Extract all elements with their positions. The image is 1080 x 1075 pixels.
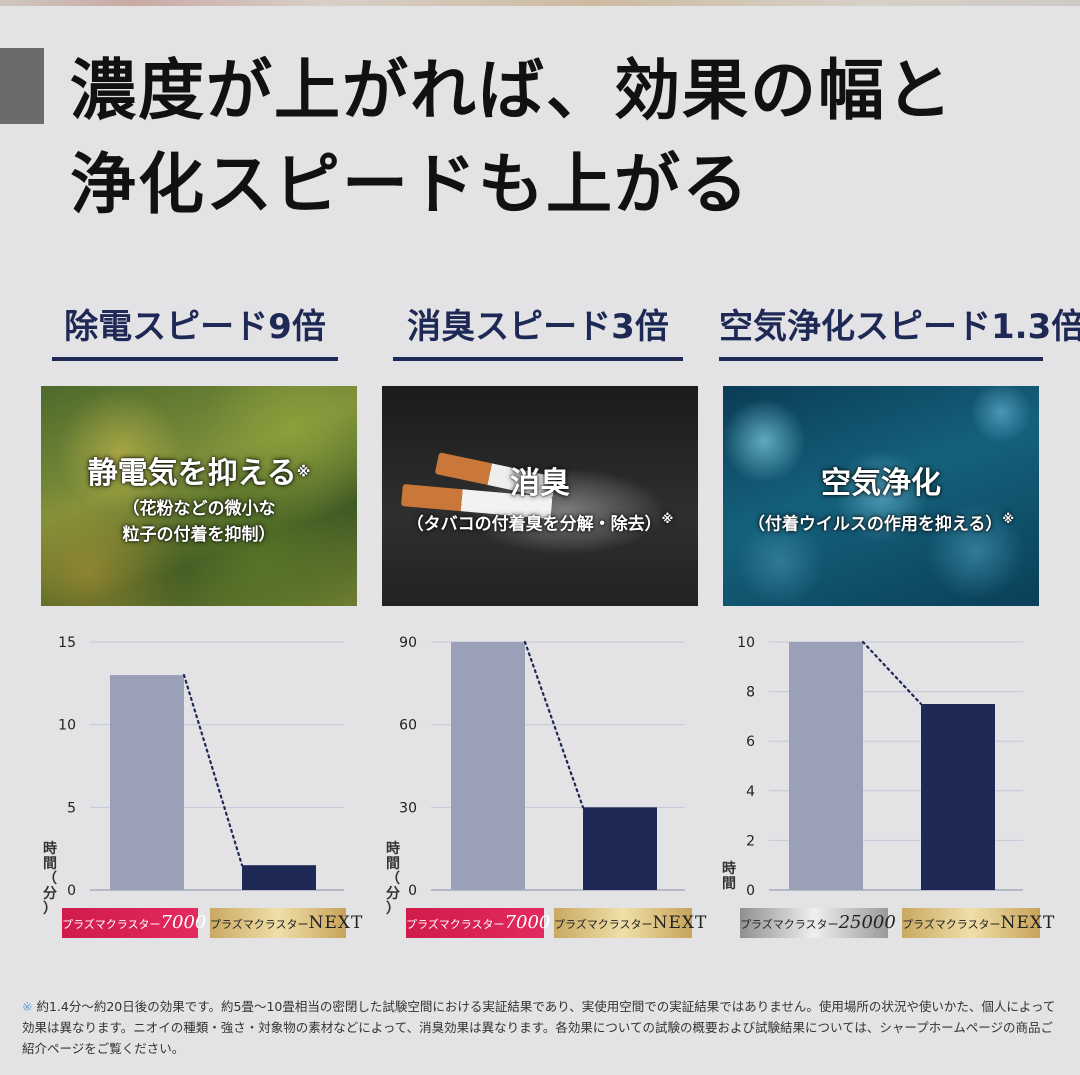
- heading-underline: [719, 357, 1043, 361]
- chart-svg: 0 5 10 15: [58, 635, 344, 899]
- legend-pc25000-number: 25000: [838, 912, 896, 933]
- legend-pc7000-number: 7000: [160, 912, 207, 933]
- legend-pc7000-number: 7000: [504, 912, 551, 933]
- chart-svg: 0 2 4 6 8 10: [737, 635, 1023, 899]
- y-tick-label: 0: [67, 883, 76, 899]
- y-tick-label: 4: [746, 784, 755, 800]
- photo-caption: 消臭: [382, 458, 698, 502]
- title-line-1: 濃度が上がれば、効果の幅と: [70, 52, 954, 129]
- y-tick-label: 6: [746, 734, 755, 750]
- caption-sub: （花粉などの微小な 粒子の付着を抑制）: [41, 496, 357, 548]
- decrease-dotted-line: [861, 640, 923, 706]
- caption-note-mark: ※: [1002, 512, 1015, 526]
- y-tick-label: 8: [746, 685, 755, 701]
- y-tick-label: 10: [737, 635, 755, 651]
- cigarette-ashtray-photo: 消臭 （タバコの付着臭を分解・除去）※: [382, 386, 698, 606]
- caption-sub-line-1: （タバコの付着臭を分解・除去）: [406, 514, 662, 535]
- legend-pcnext: プラズマクラスターNEXT: [210, 908, 362, 938]
- caption-note-mark: ※: [661, 512, 674, 526]
- legend-pc7000: プラズマクラスター7000: [406, 908, 550, 938]
- y-tick-label: 15: [58, 635, 76, 651]
- legend-pc7000: プラズマクラスター7000: [62, 908, 206, 938]
- decrease-dotted-line: [523, 640, 585, 809]
- heading-deodorize: 消臭スピード3倍: [393, 305, 683, 361]
- y-tick-label: 2: [746, 833, 755, 849]
- y-tick-label: 5: [67, 800, 76, 816]
- bar-next-model: [921, 704, 995, 890]
- title-line-2: 浄化スピードも上がる: [70, 146, 750, 223]
- y-tick-label: 0: [746, 883, 755, 899]
- heading-underline: [393, 357, 683, 361]
- title-accent-bar: [0, 48, 44, 124]
- y-tick-label: 10: [58, 718, 76, 734]
- legend-pc7000-prefix: プラズマクラスター: [406, 918, 505, 931]
- y-axis-label: 時間: [722, 861, 736, 892]
- legend-pc25000: プラズマクラスター25000: [740, 908, 896, 938]
- caption-main: 空気浄化: [821, 466, 941, 501]
- chart-deodorize: 0 30 60 90 時間（分）: [363, 626, 703, 917]
- legend-pcnext-prefix: プラズマクラスター: [902, 918, 1001, 931]
- heading-static-removal-label: 除電スピード9倍: [64, 307, 326, 347]
- y-tick-label: 90: [399, 635, 417, 651]
- chart-air-purify: 0 2 4 6 8 10 時間: [701, 626, 1041, 912]
- legend-pcnext-name: NEXT: [308, 913, 364, 933]
- caption-main: 静電気を抑える: [87, 456, 297, 491]
- footnote-mark: ※: [22, 999, 33, 1014]
- y-tick-label: 0: [408, 883, 417, 899]
- heading-static-removal: 除電スピード9倍: [52, 305, 338, 361]
- bar-baseline-model: [110, 675, 184, 890]
- chart-static-removal: 0 5 10 15 時間（分）: [22, 626, 362, 917]
- photo-caption: 空気浄化: [723, 458, 1039, 502]
- footnote: ※ 約1.4分～約20日後の効果です。約5畳～10畳相当の密閉した試験空間におけ…: [22, 996, 1058, 1059]
- legend-pcnext: プラズマクラスターNEXT: [554, 908, 706, 938]
- footnote-text: 約1.4分～約20日後の効果です。約5畳～10畳相当の密閉した試験空間における実…: [22, 999, 1056, 1056]
- legend-pcnext-name: NEXT: [1000, 913, 1056, 933]
- legend-pc25000-prefix: プラズマクラスター: [740, 918, 839, 931]
- caption-sub: （タバコの付着臭を分解・除去）※: [382, 506, 698, 538]
- caption-sub-line-2: 粒子の付着を抑制）: [122, 525, 276, 545]
- chart-svg: 0 30 60 90: [399, 635, 685, 899]
- bar-next-model: [583, 807, 657, 890]
- caption-sub-line-1: （花粉などの微小な: [122, 499, 276, 519]
- heading-air-purify: 空気浄化スピード1.3倍: [719, 305, 1080, 361]
- heading-deodorize-label: 消臭スピード3倍: [407, 307, 669, 347]
- decrease-dotted-line: [182, 673, 244, 867]
- y-axis-label: 時間（分）: [43, 841, 57, 917]
- virus-photo: 空気浄化 （付着ウイルスの作用を抑える）※: [723, 386, 1039, 606]
- caption-sub-line-1: （付着ウイルスの作用を抑える）: [747, 514, 1003, 535]
- caption-main: 消臭: [510, 466, 570, 501]
- y-axis-label: 時間（分）: [386, 841, 400, 917]
- bar-next-model: [242, 865, 316, 890]
- photo-caption: 静電気を抑える※: [41, 448, 357, 492]
- legend-pcnext-prefix: プラズマクラスター: [210, 918, 309, 931]
- legend-pcnext-prefix: プラズマクラスター: [554, 918, 653, 931]
- legend-pcnext-name: NEXT: [652, 913, 708, 933]
- page-title: 濃度が上がれば、効果の幅と 浄化スピードも上がる: [70, 44, 954, 232]
- caption-note-mark: ※: [296, 464, 311, 481]
- legend-pc7000-prefix: プラズマクラスター: [62, 918, 161, 931]
- y-tick-label: 60: [399, 718, 417, 734]
- caption-sub: （付着ウイルスの作用を抑える）※: [723, 506, 1039, 538]
- top-edge-banner: [0, 0, 1080, 6]
- y-tick-label: 30: [399, 800, 417, 816]
- bar-baseline-model: [451, 642, 525, 890]
- bar-baseline-model: [789, 642, 863, 890]
- heading-underline: [52, 357, 338, 361]
- heading-air-purify-label: 空気浄化スピード1.3倍: [719, 307, 1080, 347]
- pine-pollen-photo: 静電気を抑える※ （花粉などの微小な 粒子の付着を抑制）: [41, 386, 357, 606]
- legend-pcnext: プラズマクラスターNEXT: [902, 908, 1054, 938]
